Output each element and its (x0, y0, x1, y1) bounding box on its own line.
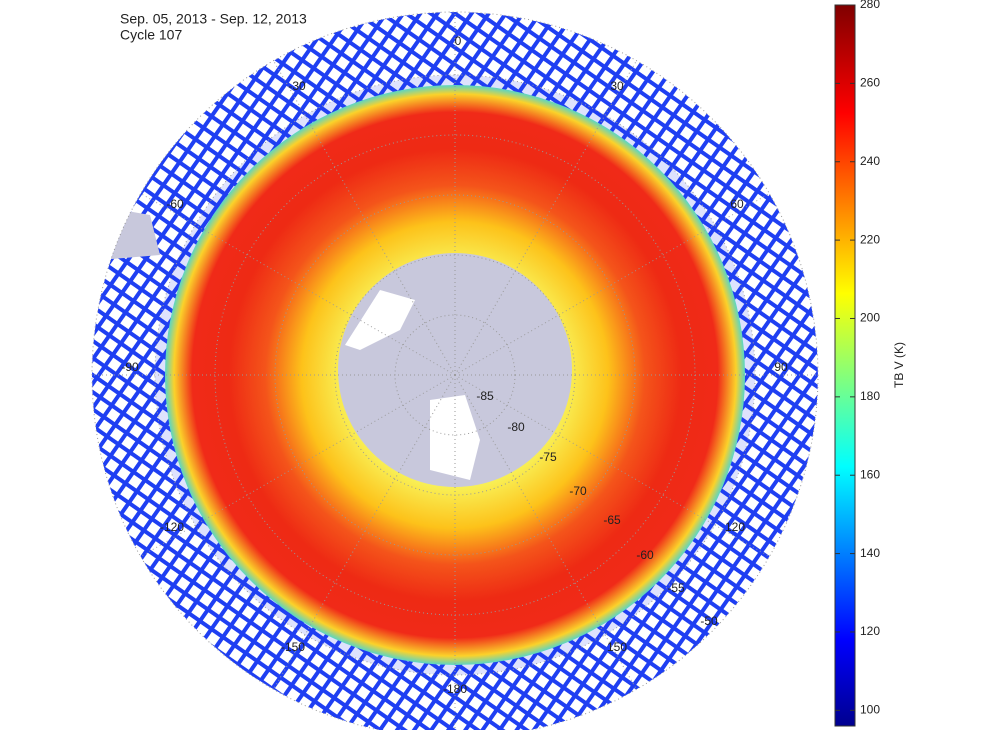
longitude-label: 90 (774, 360, 788, 374)
title: Sep. 05, 2013 - Sep. 12, 2013 (120, 11, 307, 27)
map-labels: 0 -30 30 -60 60 -90 90 -120 120 -150 150 -180 -85 -80… (121, 34, 788, 696)
subtitle: Cycle 107 (120, 27, 182, 43)
latitude-label: -60 (636, 548, 654, 562)
meridian (140, 193, 456, 376)
longitude-label: -60 (166, 197, 184, 211)
longitude-label: -30 (288, 79, 306, 93)
meridian (454, 193, 770, 376)
longitude-label: -90 (121, 360, 139, 374)
longitude-label: 120 (725, 520, 745, 534)
parallel (91, 11, 819, 730)
longitude-label: 30 (610, 79, 624, 93)
meridian (273, 60, 456, 376)
colorbar (834, 4, 856, 727)
meridian (140, 374, 456, 557)
meridian (454, 374, 637, 690)
longitude-label: -120 (160, 520, 184, 534)
longitude-label: 0 (455, 34, 462, 48)
colorbar-tick-label: 240 (860, 154, 880, 168)
colorbar-tick-label: 160 (860, 467, 880, 481)
latitude-label: -85 (476, 389, 494, 403)
meridian (454, 60, 637, 376)
colorbar-label: TB V (K) (892, 342, 906, 388)
latitude-label: -50 (700, 614, 718, 628)
colorbar-tick-label: 120 (860, 624, 880, 638)
latitude-label: -70 (569, 484, 587, 498)
latitude-label: -65 (603, 513, 621, 527)
meridian (273, 374, 456, 690)
latitude-label: -75 (539, 450, 557, 464)
colorbar-tick-label: 100 (860, 702, 880, 716)
colorbar-tick-label: 200 (860, 311, 880, 325)
longitude-label: -150 (281, 640, 305, 654)
colorbar-tick-label: 220 (860, 232, 880, 246)
latitude-label: -55 (667, 581, 685, 595)
longitude-label: -180 (443, 682, 467, 696)
colorbar-tick-label: 260 (860, 76, 880, 90)
colorbar-tick-label: 140 (860, 546, 880, 560)
latitude-label: -80 (507, 420, 525, 434)
colorbar-tick-label: 180 (860, 389, 880, 403)
meridian (454, 374, 770, 557)
longitude-label: 60 (730, 197, 744, 211)
colorbar-tick-label: 280 (860, 0, 880, 11)
longitude-label: 150 (607, 640, 627, 654)
graticule (91, 11, 819, 730)
